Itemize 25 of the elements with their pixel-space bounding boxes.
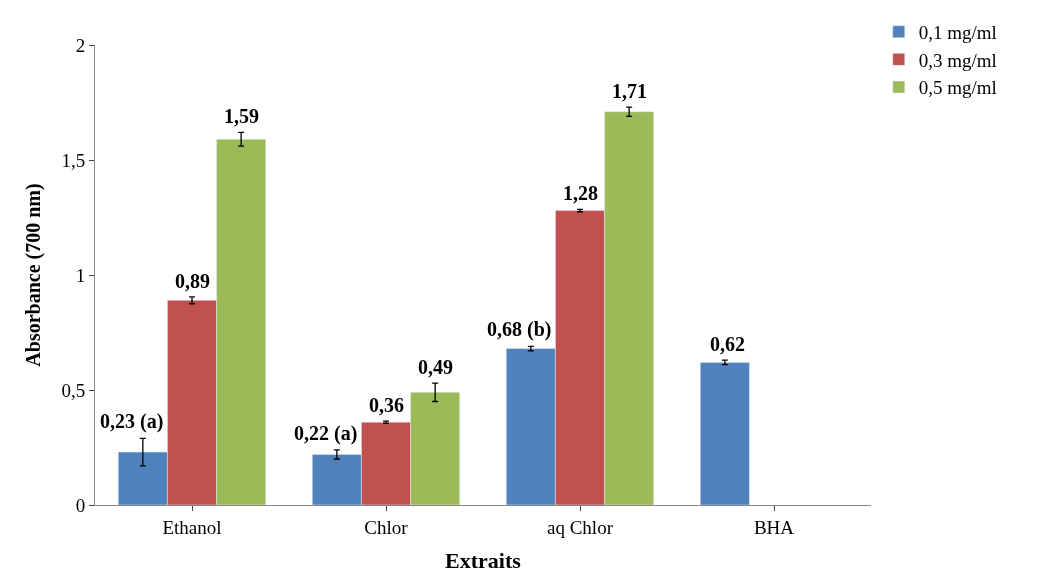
data-label: 1,71 xyxy=(612,80,647,102)
y-tick-label: 0 xyxy=(75,494,86,516)
data-label: 0,22 (a) xyxy=(294,422,358,445)
data-label: 0,36 xyxy=(369,394,404,416)
data-label: 0,62 xyxy=(710,333,745,355)
data-label: 0,49 xyxy=(418,356,453,378)
data-label: 1,59 xyxy=(224,105,259,127)
y-tick-label: 1 xyxy=(75,264,86,286)
data-label: 0,23 (a) xyxy=(100,410,164,433)
x-axis-title: Extraits xyxy=(445,547,522,573)
legend-label: 0,5 mg/ml xyxy=(918,77,997,99)
legend-label: 0,1 mg/ml xyxy=(918,22,997,44)
bar xyxy=(700,362,750,505)
y-tick-label: 1,5 xyxy=(61,149,86,171)
data-label: 0,89 xyxy=(175,270,210,292)
y-tick-label: 2 xyxy=(75,34,86,56)
data-label: 1,28 xyxy=(563,182,598,204)
y-axis-title: Absorbance (700 nm) xyxy=(21,183,45,367)
x-tick-label: Ethanol xyxy=(162,516,222,538)
legend-label: 0,3 mg/ml xyxy=(918,49,997,71)
data-label: 0,68 (b) xyxy=(487,318,552,341)
x-tick-label: aq Chlor xyxy=(547,516,614,538)
x-tick-label: Chlor xyxy=(364,516,409,538)
y-tick-label: 0,5 xyxy=(61,379,86,401)
x-tick-label: BHA xyxy=(753,516,795,538)
